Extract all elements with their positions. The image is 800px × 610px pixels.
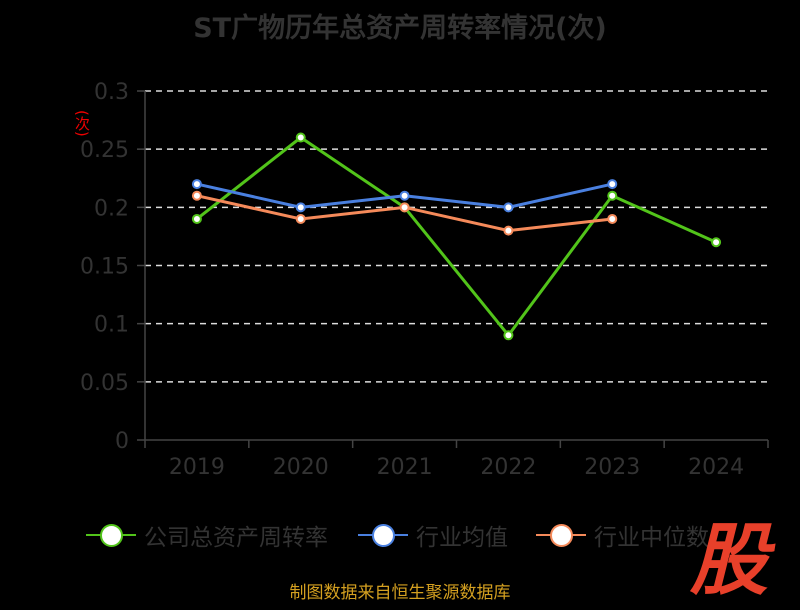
series-line-0 [195,135,717,338]
y-tick-label: 0.25 [80,138,129,163]
legend-label: 公司总资产周转率 [144,525,328,551]
x-tick-label: 2023 [584,455,640,480]
data-point [503,225,514,236]
data-point [399,202,410,213]
data-point [607,179,618,190]
legend-item[interactable]: 公司总资产周转率 [86,518,328,552]
data-point [191,179,202,190]
y-tick-label: 0.2 [94,196,129,221]
x-tick-label: 2022 [480,455,536,480]
legend-marker-icon [86,523,136,547]
x-tick-label: 2024 [688,455,744,480]
legend-item[interactable]: 行业均值 [358,518,508,552]
data-point [399,190,410,201]
data-point [295,202,306,213]
data-point [295,132,306,143]
legend-marker-icon [536,523,586,547]
legend-marker-icon [358,523,408,547]
y-tick-label: 0.15 [80,255,129,280]
x-tick-label: 2021 [377,455,433,480]
data-point [711,237,722,248]
legend-label: 行业均值 [416,525,508,551]
x-tick-label: 2019 [169,455,225,480]
y-axis-label: (次) [73,110,91,137]
data-point [503,202,514,213]
y-tick-label: 0.05 [80,371,129,396]
y-tick-label: 0.3 [94,80,129,105]
data-point [607,213,618,224]
logo-watermark: 股 [690,516,769,606]
y-tick-label: 0 [115,429,129,454]
data-point [607,190,618,201]
legend-item[interactable]: 行业中位数 [536,518,709,552]
data-point [503,330,514,341]
data-point [191,190,202,201]
data-point [191,213,202,224]
source-note: 制图数据来自恒生聚源数据库 [289,583,511,603]
series-line-2 [196,194,613,233]
chart-title: ST广物历年总资产周转率情况(次) [193,13,607,44]
data-point [295,213,306,224]
y-tick-label: 0.1 [94,313,129,338]
x-tick-label: 2020 [273,455,329,480]
legend-label: 行业中位数 [594,525,709,551]
